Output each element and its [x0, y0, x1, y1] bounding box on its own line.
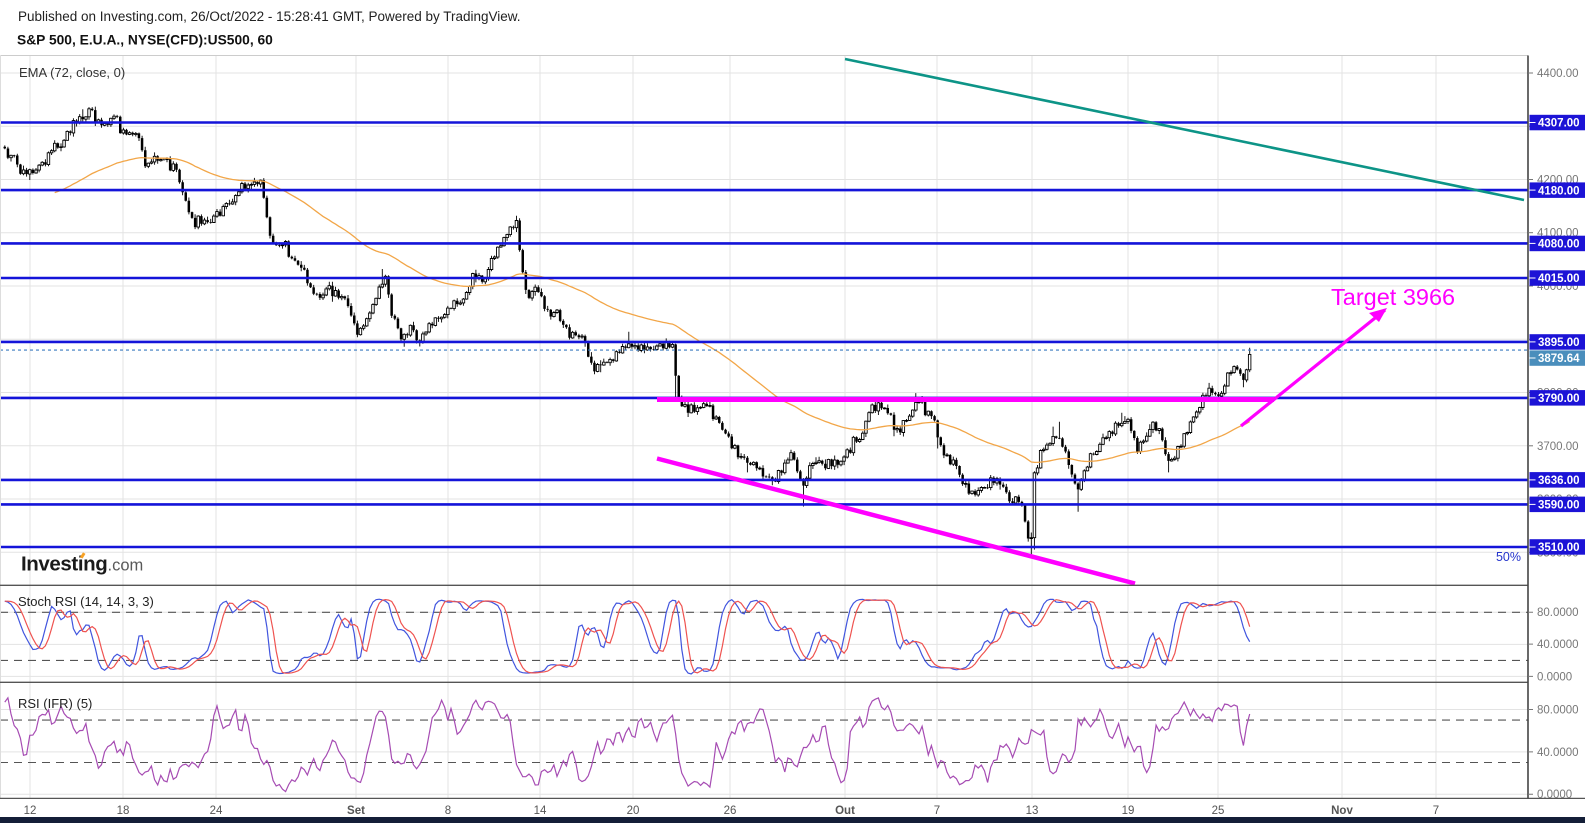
svg-text:Set: Set: [347, 805, 365, 817]
svg-text:Stoch RSI (14, 14, 3, 3): Stoch RSI (14, 14, 3, 3): [18, 594, 154, 609]
svg-text:Investing: Investing: [21, 553, 107, 576]
svg-text:8: 8: [445, 805, 451, 817]
svg-text:Nov: Nov: [1331, 805, 1353, 817]
svg-text:3636.00: 3636.00: [1538, 475, 1580, 487]
svg-text:3590.00: 3590.00: [1538, 500, 1580, 512]
svg-text:80.0000: 80.0000: [1537, 607, 1579, 619]
svg-text:40.0000: 40.0000: [1537, 747, 1579, 759]
svg-text:13: 13: [1026, 805, 1039, 817]
svg-text:4180.00: 4180.00: [1538, 185, 1580, 197]
svg-text:80.0000: 80.0000: [1537, 705, 1579, 717]
svg-text:4400.00: 4400.00: [1537, 68, 1579, 80]
svg-text:3879.64: 3879.64: [1538, 353, 1580, 365]
svg-text:.com: .com: [108, 557, 144, 575]
svg-text:Target 3966: Target 3966: [1331, 284, 1455, 310]
svg-text:20: 20: [627, 805, 640, 817]
svg-text:24: 24: [210, 805, 223, 817]
svg-text:3700.00: 3700.00: [1537, 441, 1579, 453]
svg-text:RSI (IFR) (5): RSI (IFR) (5): [18, 696, 92, 711]
svg-text:0.0000: 0.0000: [1537, 789, 1572, 801]
svg-text:S&P 500, E.U.A., NYSE(CFD):US5: S&P 500, E.U.A., NYSE(CFD):US500, 60: [17, 33, 273, 48]
svg-text:18: 18: [117, 805, 130, 817]
svg-text:4080.00: 4080.00: [1538, 239, 1580, 251]
svg-text:3895.00: 3895.00: [1538, 337, 1580, 349]
svg-text:19: 19: [1122, 805, 1135, 817]
svg-text:26: 26: [724, 805, 737, 817]
svg-text:7: 7: [934, 805, 940, 817]
svg-text:50%: 50%: [1496, 550, 1521, 564]
svg-text:0.0000: 0.0000: [1537, 672, 1572, 684]
svg-text:14: 14: [534, 805, 547, 817]
svg-text:Published on Investing.com, 26: Published on Investing.com, 26/Oct/2022 …: [18, 9, 521, 24]
svg-text:3790.00: 3790.00: [1538, 393, 1580, 405]
svg-text:40.0000: 40.0000: [1537, 639, 1579, 651]
svg-text:25: 25: [1212, 805, 1225, 817]
svg-text:7: 7: [1433, 805, 1439, 817]
svg-text:12: 12: [24, 805, 37, 817]
svg-text:EMA (72, close, 0): EMA (72, close, 0): [19, 65, 125, 80]
svg-text:4307.00: 4307.00: [1538, 118, 1580, 130]
svg-text:Out: Out: [835, 805, 855, 817]
svg-text:4015.00: 4015.00: [1538, 273, 1580, 285]
svg-text:3510.00: 3510.00: [1538, 542, 1580, 554]
